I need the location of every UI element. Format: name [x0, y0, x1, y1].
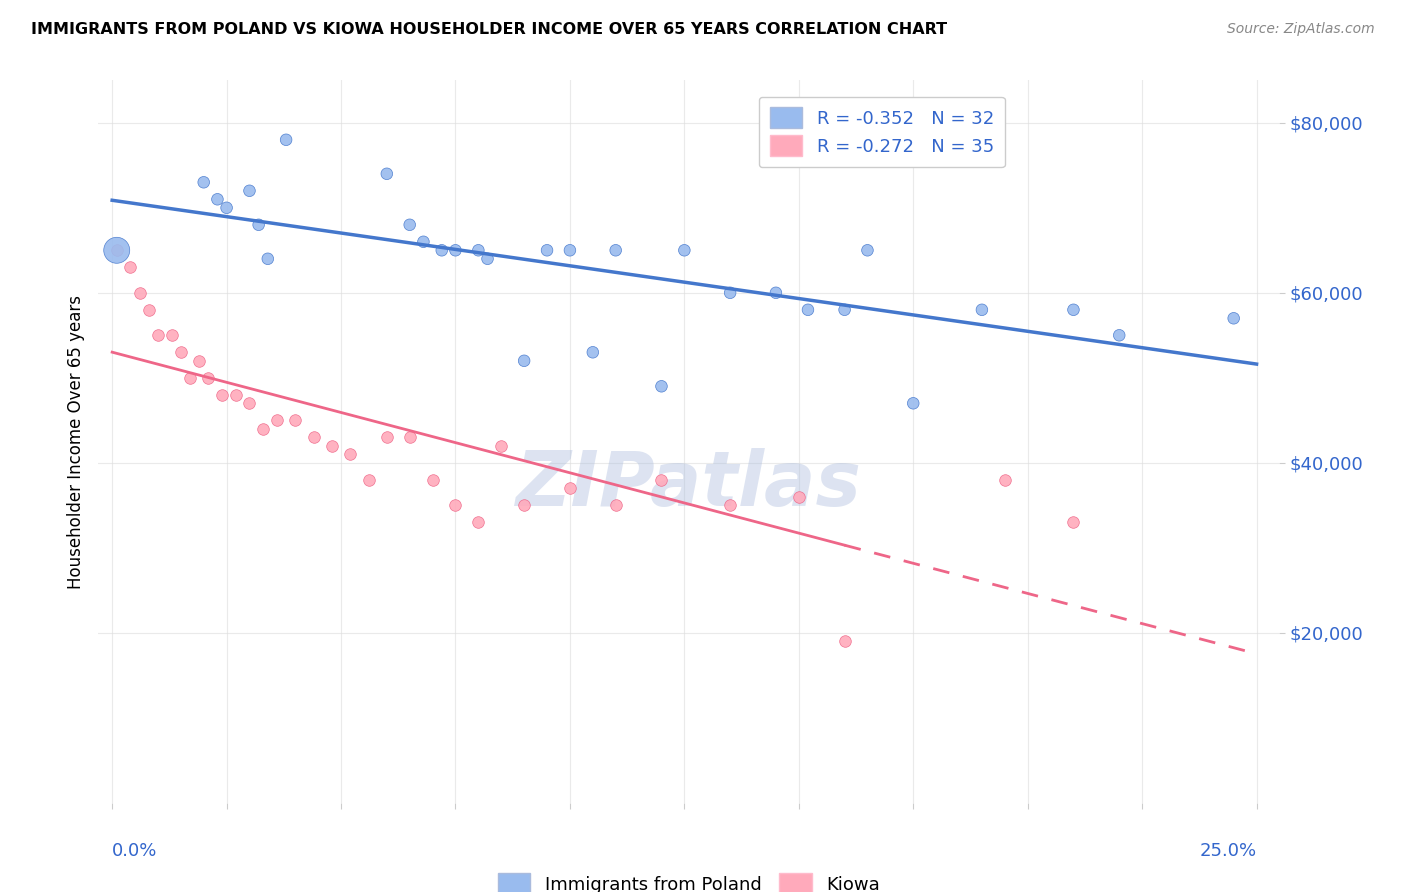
Point	[321, 439, 343, 453]
Point	[120, 260, 142, 275]
Point	[787, 490, 810, 504]
Point	[1108, 328, 1130, 343]
Text: Source: ZipAtlas.com: Source: ZipAtlas.com	[1227, 22, 1375, 37]
Text: IMMIGRANTS FROM POLAND VS KIOWA HOUSEHOLDER INCOME OVER 65 YEARS CORRELATION CHA: IMMIGRANTS FROM POLAND VS KIOWA HOUSEHOL…	[31, 22, 948, 37]
Point	[211, 388, 233, 402]
Point	[513, 498, 536, 512]
Point	[903, 396, 925, 410]
Point	[215, 201, 238, 215]
Point	[252, 422, 274, 436]
Point	[197, 371, 219, 385]
Legend: Immigrants from Poland, Kiowa: Immigrants from Poland, Kiowa	[486, 863, 891, 892]
Point	[193, 175, 215, 189]
Point	[513, 353, 536, 368]
Point	[266, 413, 288, 427]
Point	[491, 439, 513, 453]
Point	[718, 498, 741, 512]
Point	[444, 498, 467, 512]
Point	[302, 430, 325, 444]
Point	[422, 473, 444, 487]
Point	[128, 285, 150, 300]
Point	[412, 235, 434, 249]
Point	[605, 498, 627, 512]
Point	[650, 379, 672, 393]
Point	[856, 244, 879, 258]
Point	[430, 244, 453, 258]
Point	[274, 133, 297, 147]
Point	[179, 371, 201, 385]
Point	[238, 184, 260, 198]
Point	[170, 345, 193, 359]
Point	[160, 328, 183, 343]
Point	[138, 302, 160, 317]
Point	[558, 481, 581, 495]
Y-axis label: Householder Income Over 65 years: Householder Income Over 65 years	[66, 294, 84, 589]
Point	[339, 447, 361, 461]
Point	[256, 252, 278, 266]
Point	[105, 244, 128, 258]
Point	[970, 302, 993, 317]
Point	[834, 302, 856, 317]
Point	[225, 388, 247, 402]
Point	[718, 285, 741, 300]
Point	[188, 353, 211, 368]
Point	[398, 430, 420, 444]
Point	[467, 244, 489, 258]
Point	[673, 244, 696, 258]
Point	[207, 192, 229, 206]
Point	[797, 302, 820, 317]
Text: ZIPatlas: ZIPatlas	[516, 448, 862, 522]
Point	[536, 244, 558, 258]
Text: 0.0%: 0.0%	[112, 842, 157, 860]
Point	[375, 167, 398, 181]
Point	[238, 396, 260, 410]
Point	[398, 218, 420, 232]
Point	[247, 218, 270, 232]
Point	[146, 328, 169, 343]
Point	[1062, 302, 1084, 317]
Point	[582, 345, 605, 359]
Point	[765, 285, 787, 300]
Text: 25.0%: 25.0%	[1199, 842, 1257, 860]
Point	[477, 252, 499, 266]
Point	[605, 244, 627, 258]
Point	[444, 244, 467, 258]
Point	[834, 634, 856, 648]
Point	[994, 473, 1017, 487]
Point	[650, 473, 672, 487]
Point	[1062, 516, 1084, 530]
Point	[284, 413, 307, 427]
Point	[357, 473, 380, 487]
Point	[1222, 311, 1244, 326]
Point	[105, 244, 128, 258]
Point	[558, 244, 581, 258]
Point	[375, 430, 398, 444]
Point	[467, 516, 489, 530]
